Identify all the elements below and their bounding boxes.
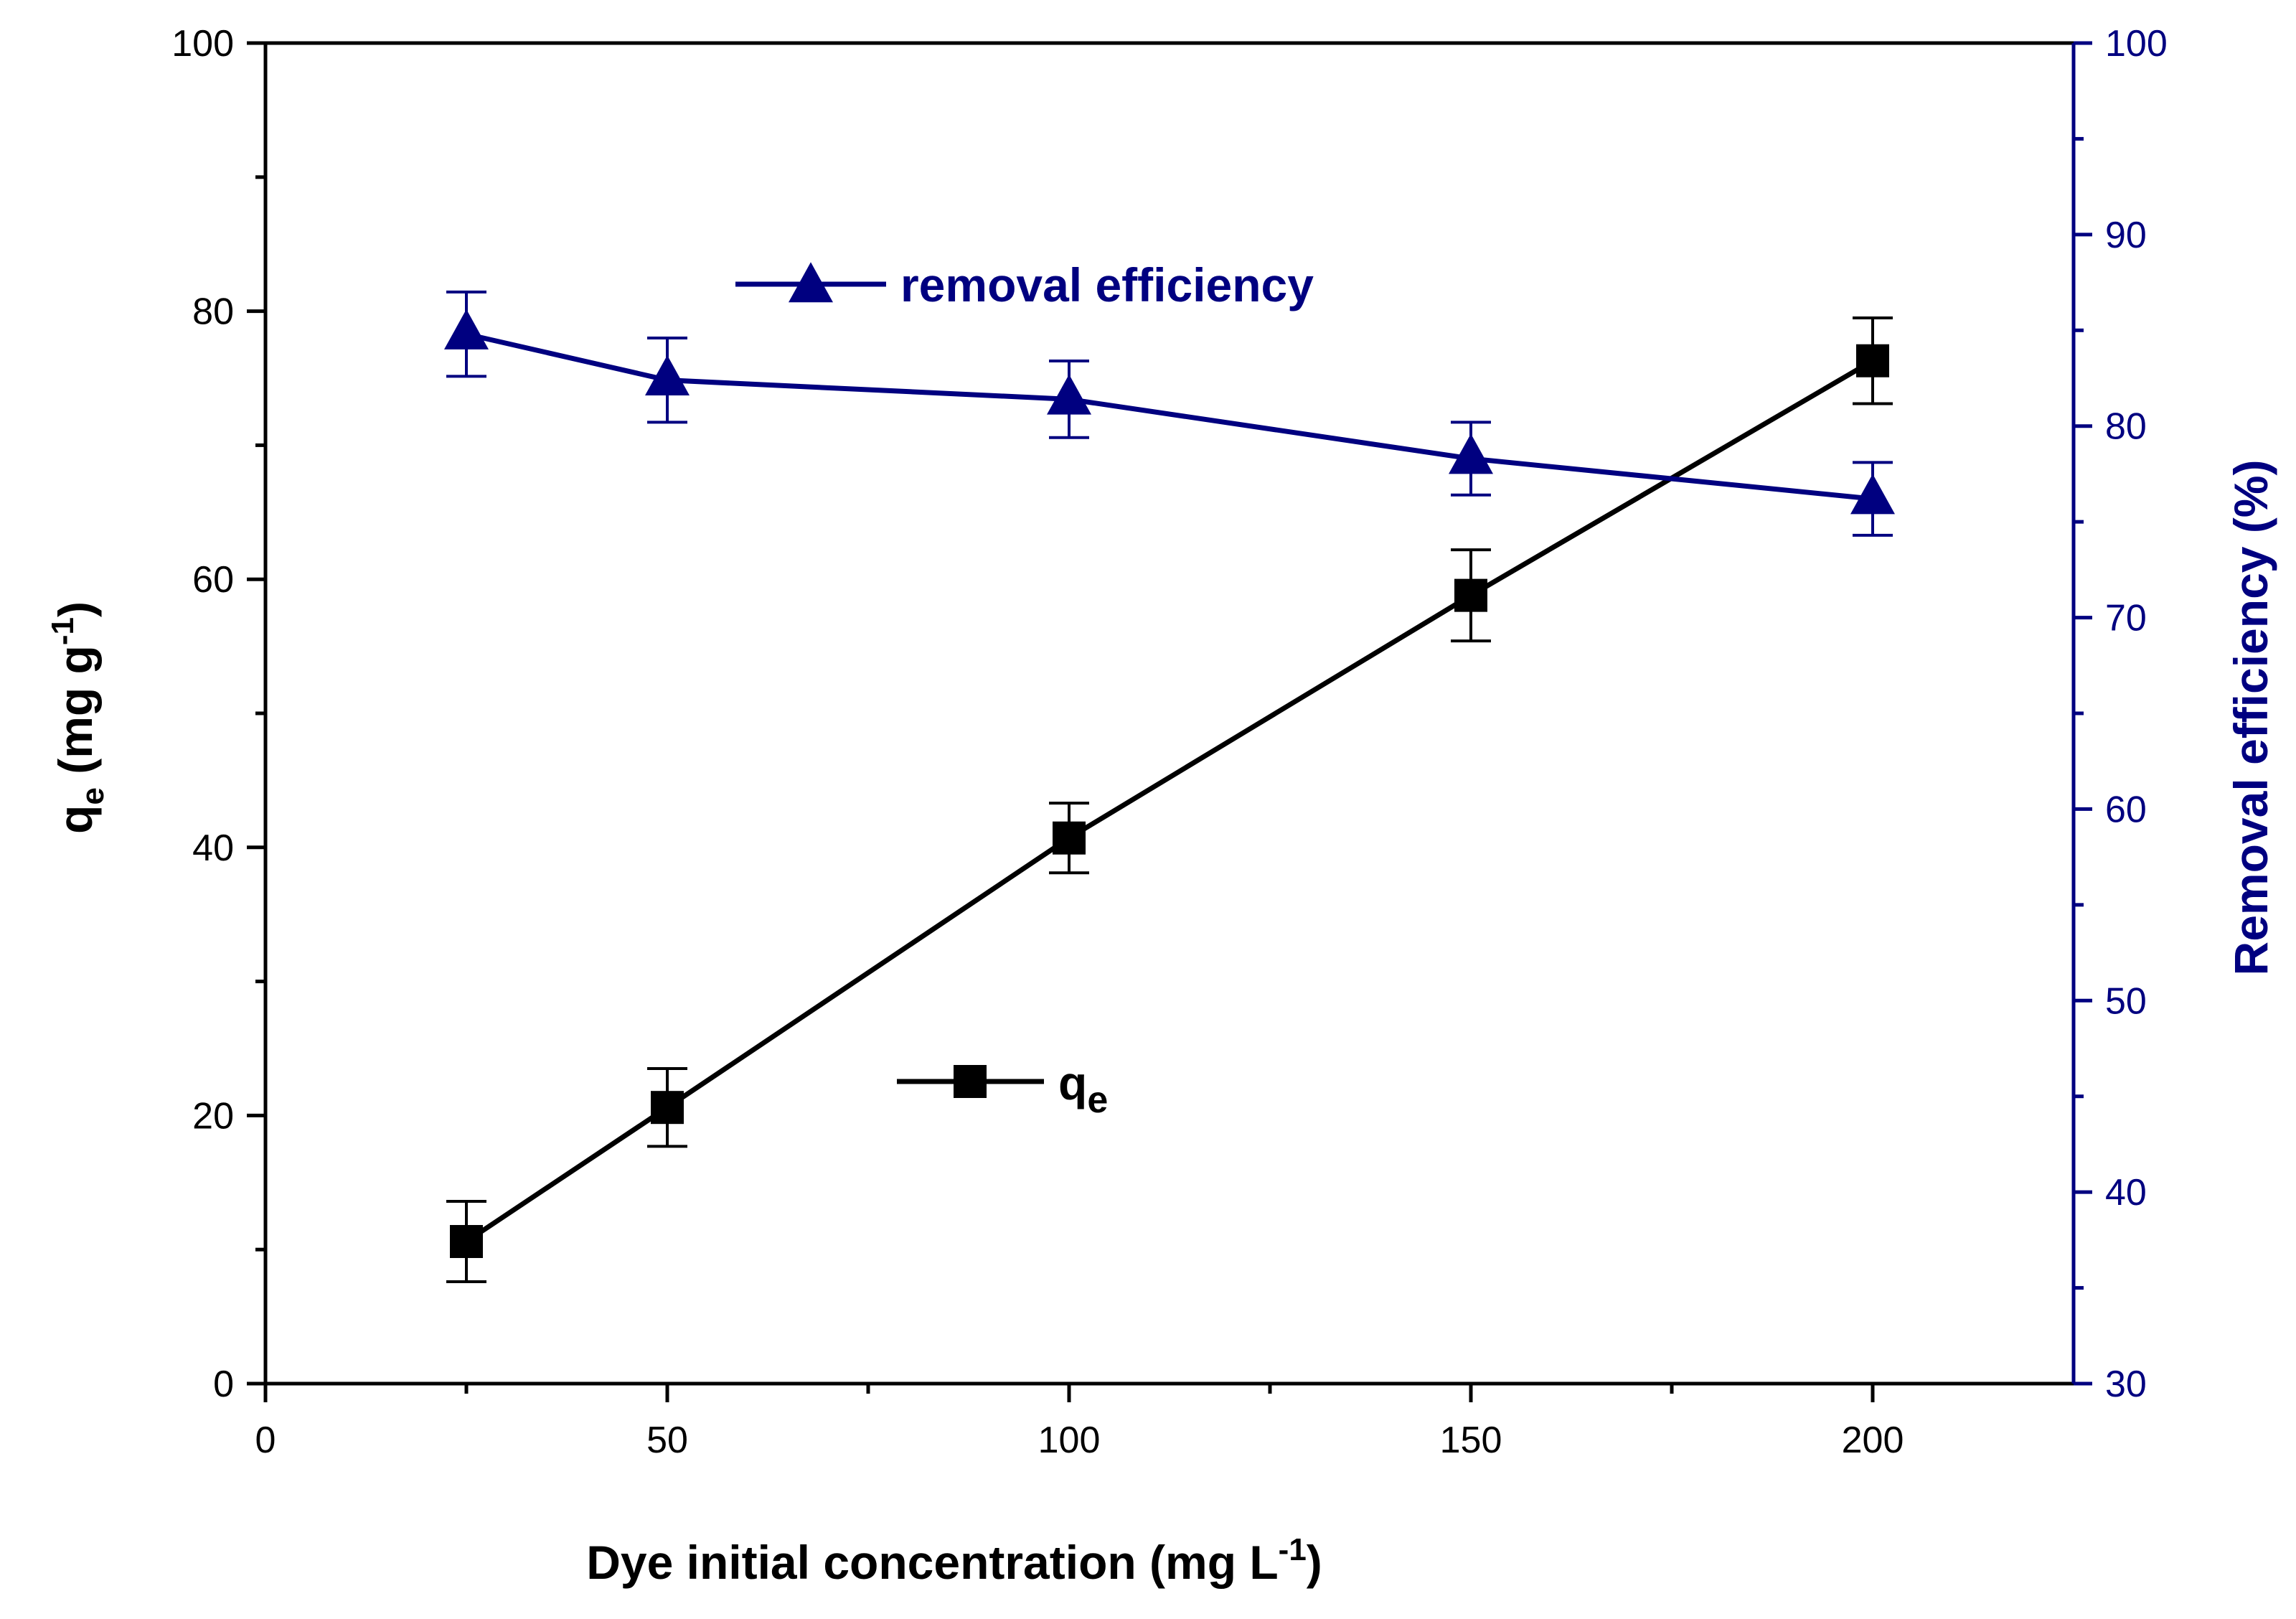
data-point-qe <box>1454 578 1487 612</box>
x-tick-label: 200 <box>1842 1419 1904 1461</box>
right-y-tick-label: 60 <box>2105 789 2147 830</box>
legend: removal efficiency qe <box>735 258 1314 1121</box>
data-point-removal-efficiency <box>645 355 690 395</box>
left-y-tick-label: 0 <box>213 1364 234 1405</box>
left-y-tick-label: 80 <box>192 291 234 333</box>
right-y-tick-label: 80 <box>2105 406 2147 448</box>
legend-entry-removal-efficiency: removal efficiency <box>735 258 1314 311</box>
x-axis-label: Dye initial concentration (mg L-1) <box>586 1532 1322 1589</box>
right-y-axis-label: Removal efficiency (%) <box>2224 460 2277 976</box>
x-axis-label-superscript: -1 <box>1279 1532 1307 1567</box>
legend-label-qe-subscript: e <box>1087 1079 1108 1121</box>
series-removal-efficiency <box>444 290 1895 537</box>
x-tick-label: 0 <box>255 1419 276 1461</box>
legend-entry-qe: qe <box>897 1056 1108 1121</box>
legend-marker-removal-efficiency <box>789 262 833 303</box>
data-point-qe <box>1856 344 1889 377</box>
data-point-removal-efficiency <box>444 309 489 349</box>
x-tick-label: 50 <box>646 1419 688 1461</box>
x-tick-label: 150 <box>1440 1419 1502 1461</box>
series-layer <box>444 290 1895 1284</box>
right-y-tick-label: 40 <box>2105 1172 2147 1214</box>
data-point-qe <box>1053 821 1086 855</box>
series-line-removal-efficiency <box>466 332 1873 502</box>
right-y-tick-label: 50 <box>2105 980 2147 1022</box>
left-y-axis-label-subscript: e <box>75 787 110 804</box>
x-tick-label: 100 <box>1038 1419 1101 1461</box>
legend-marker-qe <box>954 1065 987 1098</box>
legend-label-removal-efficiency: removal efficiency <box>900 258 1314 311</box>
right-y-tick-label: 70 <box>2105 598 2147 639</box>
right-y-tick-label: 30 <box>2105 1364 2147 1405</box>
data-point-removal-efficiency <box>1850 474 1895 515</box>
left-y-tick-label: 100 <box>171 23 234 65</box>
data-point-qe <box>450 1224 483 1258</box>
plot-axes <box>263 41 2076 1386</box>
left-y-tick-label: 20 <box>192 1095 234 1137</box>
right-y-tick-label: 100 <box>2105 23 2168 65</box>
left-y-tick-label: 60 <box>192 559 234 601</box>
left-y-axis-label-superscript: -1 <box>45 617 80 645</box>
legend-label-qe-main: q <box>1058 1056 1087 1109</box>
left-y-tick-label: 40 <box>192 827 234 869</box>
axis-ticks: 0 50 100 150 200 0 20 40 60 80 100 30 40 50 60 70 80 90 10… <box>171 23 2168 1461</box>
left-y-axis-label: qe (mg g-1) <box>45 601 110 834</box>
legend-label-qe: qe <box>1058 1056 1108 1121</box>
data-point-removal-efficiency <box>1449 433 1493 474</box>
right-y-tick-label: 90 <box>2105 215 2147 256</box>
data-point-qe <box>651 1091 684 1125</box>
data-point-removal-efficiency <box>1047 374 1091 415</box>
series-qe <box>446 316 1893 1284</box>
